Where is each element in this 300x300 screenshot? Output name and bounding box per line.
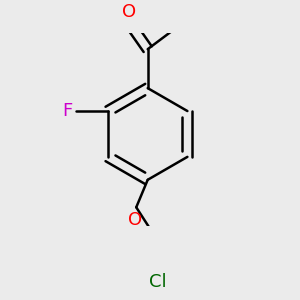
Text: O: O (128, 211, 142, 229)
Text: O: O (122, 2, 136, 20)
Text: Cl: Cl (149, 273, 167, 291)
Text: F: F (62, 102, 73, 120)
